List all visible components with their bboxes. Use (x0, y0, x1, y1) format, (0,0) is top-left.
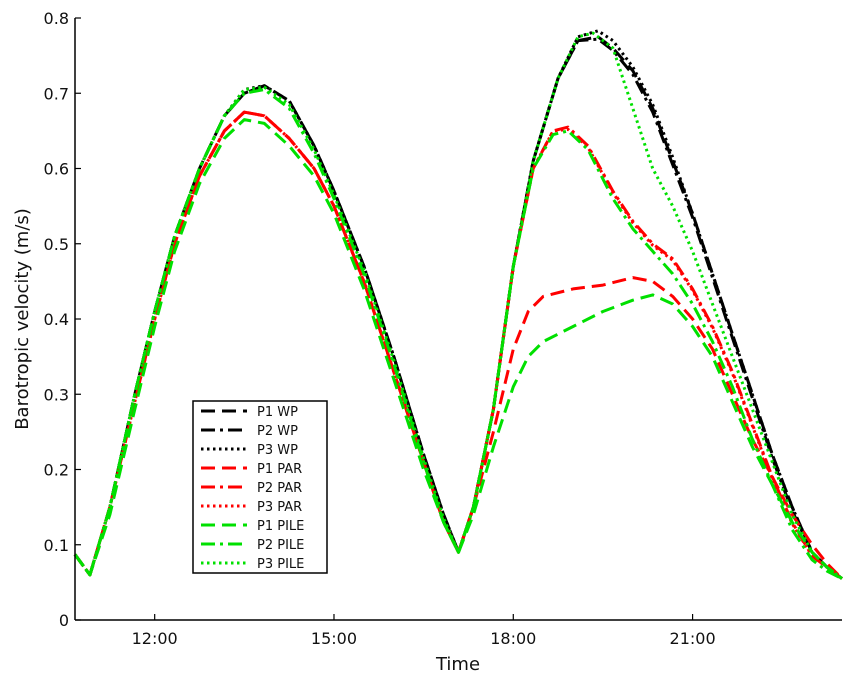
y-tick-label: 0.1 (44, 536, 69, 555)
legend-label-p1-pile: P1 PILE (257, 519, 304, 534)
y-tick-label: 0.8 (44, 9, 69, 28)
x-tick-label: 21:00 (670, 629, 716, 648)
legend: P1 WP P2 WP P3 WP P1 PAR P2 PAR P3 PAR P1 PILE… (192, 400, 328, 574)
series-line-p2-wp (73, 37, 843, 580)
x-tick-label: 12:00 (132, 629, 178, 648)
legend-label-p3-wp: P3 WP (257, 443, 298, 458)
x-tick-label: 15:00 (311, 629, 357, 648)
plot-lines (73, 29, 844, 580)
y-tick-label: 0.3 (44, 385, 69, 404)
y-ticks: 0 0.1 0.2 0.3 0.4 0.5 0.6 0.7 0.8 (44, 9, 81, 630)
legend-label-p1-wp: P1 WP (257, 405, 298, 420)
legend-label-p3-par: P3 PAR (257, 500, 302, 515)
x-axis-title: Time (435, 654, 480, 675)
x-ticks: 12:00 15:00 18:00 21:00 (132, 614, 716, 648)
legend-label-p2-wp: P2 WP (257, 424, 298, 439)
y-tick-label: 0 (59, 611, 69, 630)
y-tick-label: 0.5 (44, 235, 69, 254)
y-tick-label: 0.2 (44, 461, 69, 480)
series-line-p1-wp (73, 35, 843, 580)
legend-label-p1-par: P1 PAR (257, 462, 302, 477)
series-line-p3-par (73, 110, 843, 580)
legend-label-p3-pile: P3 PILE (257, 557, 304, 572)
x-tick-label: 18:00 (490, 629, 536, 648)
y-tick-label: 0.4 (44, 310, 69, 329)
series-line-p3-pile (73, 31, 843, 580)
legend-label-p2-par: P2 PAR (257, 481, 302, 496)
series-line-p2-par (73, 110, 843, 580)
series-line-p1-pile (73, 118, 843, 580)
series-line-p1-par (73, 110, 844, 580)
series-line-p3-wp (73, 29, 843, 580)
series-line-p2-pile (73, 88, 843, 580)
legend-label-p2-pile: P2 PILE (257, 538, 304, 553)
y-tick-label: 0.6 (44, 160, 69, 179)
y-tick-label: 0.7 (44, 84, 69, 103)
legend-box (192, 400, 328, 574)
y-axis-title: Barotropic velocity (m/s) (12, 208, 33, 430)
